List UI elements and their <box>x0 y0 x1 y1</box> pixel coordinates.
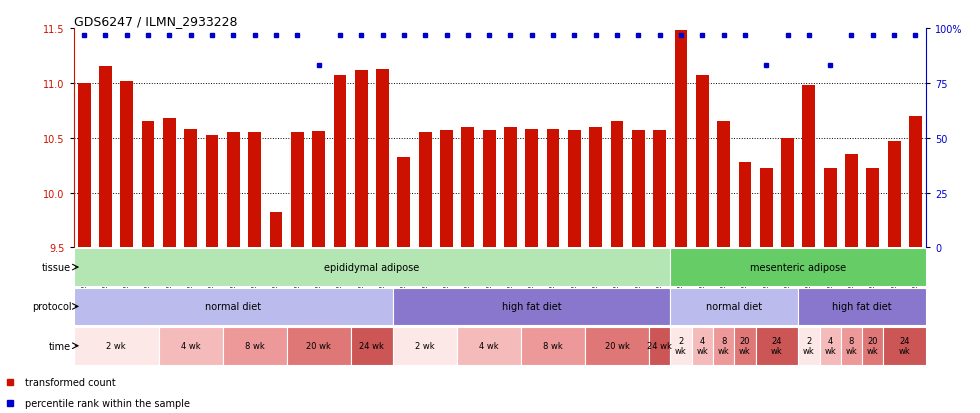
Text: epididymal adipose: epididymal adipose <box>324 262 419 273</box>
Text: mesenteric adipose: mesenteric adipose <box>750 262 847 273</box>
Bar <box>74 288 393 325</box>
Bar <box>398 158 411 248</box>
Bar <box>99 67 112 248</box>
Text: 2 wk: 2 wk <box>106 342 126 350</box>
Bar <box>845 155 858 248</box>
Bar <box>674 31 687 248</box>
Text: 4
wk: 4 wk <box>824 336 836 356</box>
Bar <box>121 81 133 248</box>
Bar <box>589 127 602 248</box>
Bar <box>841 327 862 365</box>
Bar <box>440 131 453 248</box>
Bar <box>351 327 393 365</box>
Bar <box>418 133 431 248</box>
Bar <box>649 327 670 365</box>
Bar <box>270 213 282 248</box>
Text: percentile rank within the sample: percentile rank within the sample <box>24 399 189 408</box>
Bar <box>756 327 798 365</box>
Text: time: time <box>49 341 72 351</box>
Bar <box>291 133 304 248</box>
Bar <box>819 327 841 365</box>
Bar <box>781 138 794 248</box>
Text: 20
wk: 20 wk <box>739 336 751 356</box>
Bar <box>393 288 670 325</box>
Bar <box>739 162 752 248</box>
Text: 24
wk: 24 wk <box>899 336 910 356</box>
Bar <box>227 133 240 248</box>
Bar <box>355 71 368 248</box>
Bar <box>692 327 713 365</box>
Text: 20 wk: 20 wk <box>605 342 629 350</box>
Bar <box>670 288 798 325</box>
Bar <box>760 169 772 248</box>
Bar <box>142 122 155 248</box>
Text: 8
wk: 8 wk <box>846 336 858 356</box>
Bar <box>798 327 819 365</box>
Bar <box>798 288 926 325</box>
Bar <box>884 327 926 365</box>
Bar <box>521 327 585 365</box>
Bar <box>376 69 389 248</box>
Bar <box>547 130 560 248</box>
Bar <box>313 132 325 248</box>
Bar <box>74 249 670 286</box>
Bar <box>222 327 286 365</box>
Bar <box>862 327 884 365</box>
Text: tissue: tissue <box>42 262 72 273</box>
Bar <box>888 142 901 248</box>
Bar <box>462 127 474 248</box>
Bar <box>670 249 926 286</box>
Bar <box>803 86 815 248</box>
Text: normal diet: normal diet <box>205 301 262 312</box>
Bar <box>333 76 346 248</box>
Bar <box>286 327 351 365</box>
Bar <box>866 169 879 248</box>
Bar <box>525 130 538 248</box>
Bar <box>163 119 175 248</box>
Bar <box>670 327 692 365</box>
Bar <box>734 327 756 365</box>
Bar <box>696 76 709 248</box>
Bar <box>712 327 734 365</box>
Bar <box>77 83 90 248</box>
Bar <box>248 133 261 248</box>
Bar <box>717 122 730 248</box>
Bar <box>504 127 516 248</box>
Text: GDS6247 / ILMN_2933228: GDS6247 / ILMN_2933228 <box>74 15 237 28</box>
Text: high fat diet: high fat diet <box>502 301 562 312</box>
Text: 24
wk: 24 wk <box>771 336 783 356</box>
Bar <box>909 116 922 248</box>
Bar <box>393 327 457 365</box>
Text: 20 wk: 20 wk <box>306 342 331 350</box>
Bar <box>585 327 649 365</box>
Bar <box>184 130 197 248</box>
Bar <box>457 327 521 365</box>
Text: 8 wk: 8 wk <box>543 342 563 350</box>
Text: 24 wk: 24 wk <box>647 342 672 350</box>
Text: transformed count: transformed count <box>24 377 116 387</box>
Text: 24 wk: 24 wk <box>360 342 384 350</box>
Text: 4 wk: 4 wk <box>181 342 201 350</box>
Text: 8
wk: 8 wk <box>717 336 729 356</box>
Text: high fat diet: high fat diet <box>832 301 892 312</box>
Bar <box>159 327 222 365</box>
Bar <box>483 131 496 248</box>
Bar <box>568 131 581 248</box>
Text: 20
wk: 20 wk <box>867 336 879 356</box>
Bar <box>611 122 623 248</box>
Bar <box>206 136 219 248</box>
Text: protocol: protocol <box>31 301 72 312</box>
Bar <box>632 131 645 248</box>
Text: 2
wk: 2 wk <box>803 336 814 356</box>
Text: normal diet: normal diet <box>707 301 762 312</box>
Text: 2
wk: 2 wk <box>675 336 687 356</box>
Text: 2 wk: 2 wk <box>416 342 435 350</box>
Text: 8 wk: 8 wk <box>245 342 265 350</box>
Text: 4 wk: 4 wk <box>479 342 499 350</box>
Bar <box>824 169 837 248</box>
Bar <box>74 327 159 365</box>
Bar <box>654 131 666 248</box>
Text: 4
wk: 4 wk <box>697 336 709 356</box>
